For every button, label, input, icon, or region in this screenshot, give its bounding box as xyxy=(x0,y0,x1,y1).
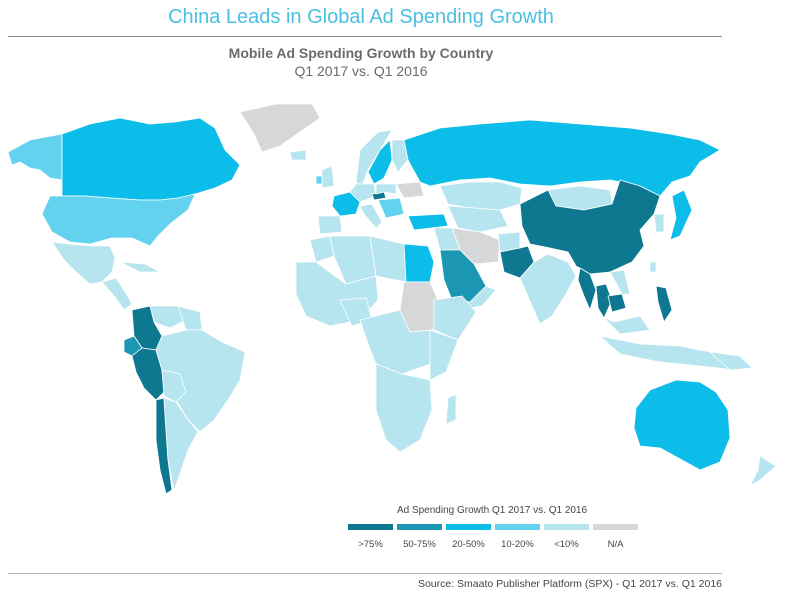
region-new-zealand xyxy=(749,455,777,487)
legend-label: N/A xyxy=(607,539,624,550)
world-map xyxy=(7,103,777,495)
legend-title: Ad Spending Growth Q1 2017 vs. Q1 2016 xyxy=(396,505,588,516)
legend-item-10-20: 10-20% xyxy=(495,524,540,550)
region-italy xyxy=(359,203,383,229)
region-united-states xyxy=(41,193,196,247)
region-kazakhstan xyxy=(439,181,523,211)
region-russia xyxy=(403,119,721,197)
legend-swatch xyxy=(544,524,589,530)
legend-item-under-10: <10% xyxy=(544,524,589,550)
region-southern-africa xyxy=(375,363,433,453)
region-canada xyxy=(61,117,241,201)
region-taiwan xyxy=(649,261,657,273)
region-norway xyxy=(355,129,393,187)
chart-title: Mobile Ad Spending Growth by Country xyxy=(228,45,494,61)
legend-label: <10% xyxy=(554,539,579,550)
region-malaysia xyxy=(603,315,651,335)
region-korea xyxy=(653,213,665,233)
legend-label: 10-20% xyxy=(501,539,534,550)
legend-label: 50-75% xyxy=(403,539,436,550)
region-poland xyxy=(375,183,397,195)
region-japan xyxy=(669,189,693,241)
region-east-africa xyxy=(429,329,459,381)
region-united-kingdom xyxy=(321,165,335,189)
region-guianas xyxy=(177,305,203,331)
region-cambodia xyxy=(607,293,627,313)
legend-label: 20-50% xyxy=(452,539,485,550)
region-thailand xyxy=(595,283,613,319)
legend-swatch xyxy=(397,524,442,530)
legend-item-na: N/A xyxy=(593,524,638,550)
source-note: Source: Smaato Publisher Platform (SPX) … xyxy=(417,578,722,590)
region-finland xyxy=(391,139,409,173)
legend-swatch xyxy=(348,524,393,530)
region-turkey xyxy=(407,213,449,231)
legend-swatch xyxy=(495,524,540,530)
legend-swatch xyxy=(446,524,491,530)
region-central-asia xyxy=(447,205,509,233)
region-algeria xyxy=(329,235,377,285)
region-iberia xyxy=(317,215,343,235)
region-vietnam xyxy=(609,269,631,295)
region-bolivia xyxy=(161,369,187,403)
region-papua xyxy=(709,351,753,371)
legend-row: >75% 50-75% 20-50% 10-20% <10% N/A xyxy=(348,524,644,550)
region-philippines xyxy=(655,285,673,323)
region-argentina xyxy=(163,397,199,491)
region-egypt xyxy=(403,243,435,283)
legend-swatch xyxy=(593,524,638,530)
legend-item-over-75: >75% xyxy=(348,524,393,550)
region-madagascar xyxy=(445,393,457,425)
region-mexico xyxy=(51,241,116,285)
legend-item-50-75: 50-75% xyxy=(397,524,442,550)
legend-label: >75% xyxy=(358,539,383,550)
chart-subtitle: Q1 2017 vs. Q1 2016 xyxy=(294,63,428,79)
region-cuba xyxy=(119,261,161,273)
region-myanmar xyxy=(577,267,597,311)
region-iceland xyxy=(289,149,307,161)
region-balkans xyxy=(377,197,405,219)
region-india xyxy=(519,253,577,325)
region-greenland xyxy=(239,103,321,153)
legend-item-20-50: 20-50% xyxy=(446,524,491,550)
region-china xyxy=(519,179,661,275)
top-divider xyxy=(8,36,722,37)
region-australia xyxy=(633,379,731,471)
region-ireland xyxy=(315,175,323,185)
region-central-america xyxy=(101,277,133,311)
page-title: China Leads in Global Ad Spending Growth xyxy=(168,6,554,28)
region-germany xyxy=(349,183,377,203)
region-ukraine xyxy=(395,181,425,199)
region-alaska xyxy=(7,133,63,181)
region-ethiopia xyxy=(433,295,477,341)
bottom-divider xyxy=(8,573,722,574)
legend: Ad Spending Growth Q1 2017 vs. Q1 2016 >… xyxy=(348,505,644,550)
